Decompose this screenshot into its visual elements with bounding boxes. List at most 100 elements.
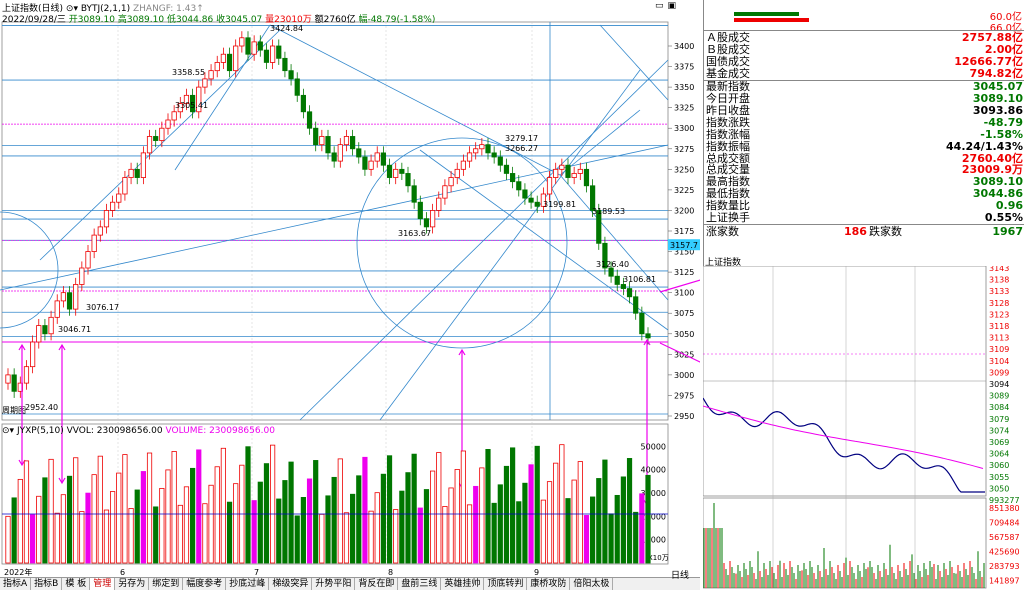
tab-14[interactable]: 康桥攻防: [527, 578, 571, 590]
candle-body: [608, 267, 614, 277]
tab-6[interactable]: 幅度参考: [183, 578, 227, 590]
close-icon[interactable]: ▣: [667, 1, 681, 11]
tab-10[interactable]: 背反在即: [355, 578, 399, 590]
info-row: 国债成交 12666.77亿: [704, 56, 1024, 68]
intraday-price-label: 3123: [989, 310, 1009, 319]
candle: [546, 170, 553, 201]
tab-4[interactable]: 另存为: [115, 578, 150, 590]
tab-2[interactable]: 模 板: [62, 578, 91, 590]
price-annotation: 3106.81: [623, 275, 656, 284]
volume-bar: [270, 444, 276, 564]
volume-pane-frame: [1, 423, 669, 565]
info-row: 最新指数 3045.07: [704, 81, 1024, 93]
arrow-head-up: [18, 343, 26, 351]
volume-bar: [423, 489, 430, 564]
candle-body: [386, 164, 393, 178]
price-annotation: 3163.67: [398, 229, 431, 238]
price-annotation: 3358.55: [172, 68, 205, 77]
volume-bar: [331, 476, 337, 564]
volume-axis-label: 10000: [641, 536, 666, 545]
price-axis-label: 3375: [674, 63, 694, 72]
volume-bar: [626, 458, 633, 564]
intraday-title: 上证指数: [705, 258, 742, 268]
candle-body: [245, 37, 251, 55]
tab-11[interactable]: 盘前三线: [398, 578, 442, 590]
candle: [257, 35, 263, 57]
chevron-icon[interactable]: ⊙▾: [2, 426, 15, 436]
volume-bar: [479, 467, 485, 564]
info-label: 国债成交: [706, 54, 750, 68]
trend-line: [299, 59, 669, 421]
volume-bar: [36, 495, 42, 564]
tab-5[interactable]: 绑定到: [149, 578, 184, 590]
intraday-avg-line: [703, 405, 984, 469]
period-label[interactable]: 日线: [671, 571, 690, 581]
divider: [704, 224, 1024, 226]
price-annotation: 3126.40: [596, 260, 629, 269]
volume-axis-label: 40000: [641, 466, 666, 475]
tab-3[interactable]: 管理: [90, 578, 116, 590]
dropdown-icon[interactable]: ⊙▾: [65, 4, 78, 14]
candle-body: [79, 267, 85, 285]
intraday-volume-label: 567587: [989, 533, 1020, 542]
candle: [540, 187, 546, 213]
intraday-price-label: 3050: [989, 484, 1009, 493]
volume-bar: [337, 458, 343, 564]
volume-bar: [546, 481, 553, 564]
info-value: 3044.86: [972, 187, 1023, 201]
candle: [36, 318, 42, 349]
candle-body: [583, 168, 590, 187]
tab-0[interactable]: 指标A: [0, 578, 32, 590]
candle-body: [436, 197, 442, 211]
tab-7[interactable]: 抄底过峰: [226, 578, 270, 590]
candle: [430, 203, 436, 234]
info-value: 12666.77亿: [954, 54, 1023, 68]
info-label: 总成交额: [706, 151, 750, 165]
candle-body: [393, 168, 399, 178]
volume-axis-label: 20000: [641, 512, 666, 521]
candle-body: [553, 168, 559, 178]
up-count-label: 涨家数: [706, 224, 739, 238]
candle-body: [331, 152, 337, 162]
tab-8[interactable]: 梯级突异: [269, 578, 313, 590]
candle-body: [343, 136, 350, 146]
tab-9[interactable]: 升势平阳: [312, 578, 356, 590]
price-axis-label: 3325: [674, 104, 694, 113]
tab-1[interactable]: 指标B: [31, 578, 63, 590]
price-annotation: 3076.17: [86, 303, 119, 312]
candle-body: [48, 316, 54, 335]
tab-13[interactable]: 顶底转判: [484, 578, 528, 590]
candle-body: [91, 234, 97, 252]
volume-bar: [276, 498, 282, 564]
candle: [103, 203, 110, 234]
volume-bar: [614, 494, 620, 564]
candle-body: [319, 136, 325, 146]
candle-body: [110, 201, 116, 211]
intraday-price-label: 3094: [989, 380, 1009, 389]
candle-body: [325, 136, 331, 154]
candle: [42, 318, 48, 341]
tab-15[interactable]: 倍阳太极: [570, 578, 614, 590]
price-axis-label: 2950: [674, 412, 694, 421]
candle-body: [626, 288, 633, 298]
tab-12[interactable]: 英雄挂帅: [441, 578, 485, 590]
minimize-icon[interactable]: ▭: [655, 1, 668, 11]
info-value: 794.82亿: [969, 66, 1023, 80]
volume-bar: [73, 457, 79, 564]
candle-body: [620, 284, 626, 289]
candle: [91, 228, 97, 259]
volume-bar: [282, 480, 288, 564]
candle: [159, 121, 165, 148]
kline-chart[interactable]: 3400 3375 3350 3325 3300 3275 3250 3225 3200 3175…: [0, 0, 700, 578]
volume-bar: [540, 499, 546, 564]
candle-body: [66, 292, 73, 310]
candle-body: [590, 185, 596, 211]
price-axis-label: 3300: [674, 124, 694, 133]
volume-bar: [159, 487, 165, 564]
arrow-head-up: [458, 348, 466, 356]
candle: [633, 290, 639, 320]
intraday-chart[interactable]: 3143 3138 3133 3128 3123 3118 3113 3109 3104 3099…: [703, 266, 1024, 590]
candle-body: [85, 251, 91, 269]
price-axis-label: 3200: [674, 206, 694, 215]
candle: [270, 39, 276, 70]
